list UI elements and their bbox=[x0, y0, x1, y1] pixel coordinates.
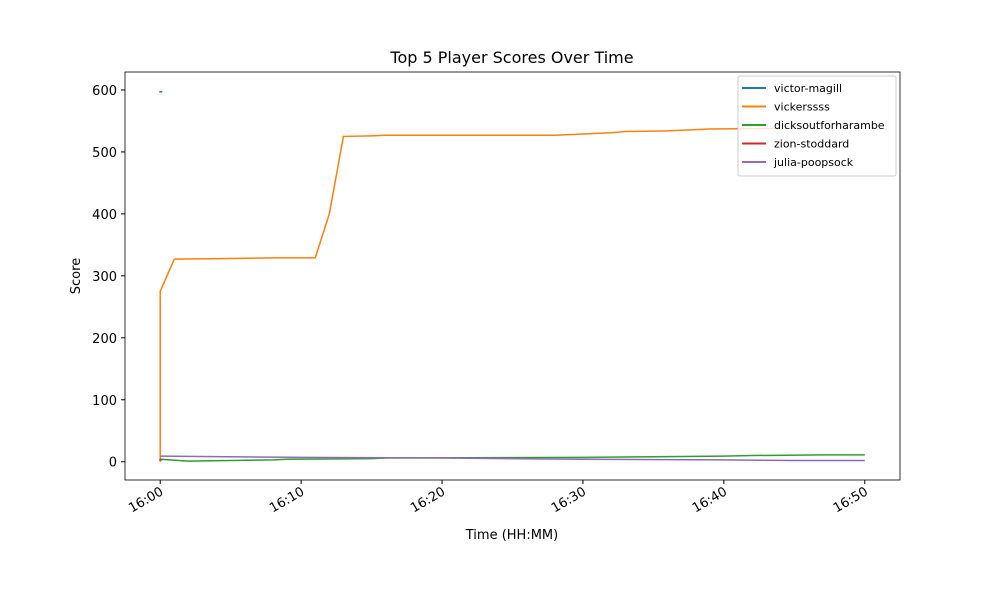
legend-label: victor-magill bbox=[774, 82, 842, 95]
series-line bbox=[159, 127, 781, 462]
y-tick-label: 100 bbox=[92, 394, 117, 409]
legend-label: julia-poopsock bbox=[773, 156, 854, 169]
chart-title: Top 5 Player Scores Over Time bbox=[389, 48, 633, 67]
y-tick-label: 0 bbox=[109, 456, 117, 471]
y-tick-label: 500 bbox=[92, 146, 117, 161]
axes-frame bbox=[124, 71, 901, 481]
y-tick-label: 300 bbox=[92, 270, 117, 285]
legend-label: dicksoutforharambe bbox=[774, 119, 885, 132]
y-axis-label: Score bbox=[69, 258, 84, 294]
y-tick-label: 600 bbox=[92, 84, 117, 99]
y-tick-label: 400 bbox=[92, 208, 117, 223]
x-axis-label: Time (HH:MM) bbox=[465, 528, 558, 543]
y-tick-label: 200 bbox=[92, 332, 117, 347]
legend-box bbox=[737, 75, 897, 177]
legend-label: vickerssss bbox=[774, 101, 830, 114]
series-line bbox=[160, 455, 865, 462]
legend-label: zion-stoddard bbox=[774, 138, 849, 151]
